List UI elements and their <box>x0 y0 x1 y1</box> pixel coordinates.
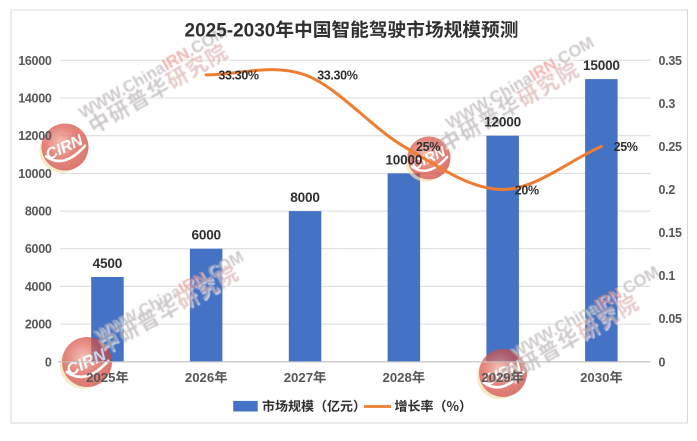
svg-text:2025-2030: 2025-2030 <box>185 20 276 41</box>
svg-text:33.30%: 33.30% <box>218 69 259 83</box>
svg-text:2027: 2027 <box>284 370 313 385</box>
svg-text:8000: 8000 <box>25 205 52 219</box>
svg-text:0.05: 0.05 <box>659 312 682 326</box>
svg-text:20%: 20% <box>515 183 539 197</box>
svg-text:0.2: 0.2 <box>659 183 676 197</box>
svg-text:12000: 12000 <box>18 129 52 143</box>
svg-text:6000: 6000 <box>191 228 220 243</box>
svg-text:0: 0 <box>45 355 52 369</box>
svg-text:14000: 14000 <box>18 92 52 106</box>
svg-text:2026: 2026 <box>185 370 214 385</box>
svg-text:0: 0 <box>659 355 666 369</box>
svg-text:25%: 25% <box>416 140 440 154</box>
svg-text:10000: 10000 <box>385 152 422 167</box>
svg-text:10000: 10000 <box>18 167 52 181</box>
svg-text:16000: 16000 <box>18 54 52 68</box>
svg-text:4000: 4000 <box>25 280 52 294</box>
svg-text:0.35: 0.35 <box>659 54 682 68</box>
svg-text:12000: 12000 <box>484 115 521 130</box>
svg-text:2000: 2000 <box>25 318 52 332</box>
svg-text:2029: 2029 <box>481 370 510 385</box>
svg-text:2028: 2028 <box>383 370 412 385</box>
svg-text:6000: 6000 <box>25 242 52 256</box>
svg-text:0.3: 0.3 <box>659 97 676 111</box>
svg-text:8000: 8000 <box>290 190 319 205</box>
svg-text:0.1: 0.1 <box>659 269 676 283</box>
svg-text:25%: 25% <box>614 140 638 154</box>
svg-text:4500: 4500 <box>93 256 122 271</box>
svg-text:2030: 2030 <box>580 370 609 385</box>
svg-text:0.25: 0.25 <box>659 140 682 154</box>
svg-text:0.15: 0.15 <box>659 226 682 240</box>
svg-text:2025: 2025 <box>86 370 115 385</box>
svg-text:15000: 15000 <box>583 58 620 73</box>
svg-text:33.30%: 33.30% <box>317 69 358 83</box>
